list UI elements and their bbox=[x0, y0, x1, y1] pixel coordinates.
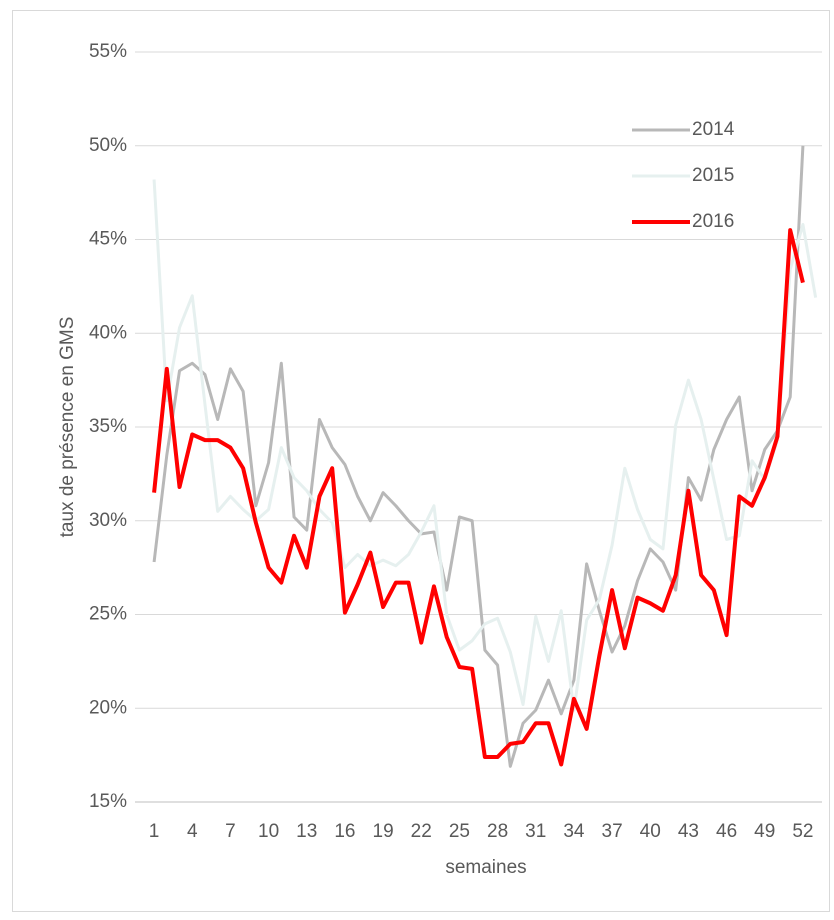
y-tick-label: 30% bbox=[89, 510, 127, 531]
x-tick-label: 22 bbox=[411, 821, 432, 842]
x-tick-label: 28 bbox=[487, 821, 508, 842]
y-tick-label: 55% bbox=[89, 41, 127, 62]
x-tick-label: 37 bbox=[602, 821, 623, 842]
chart-border bbox=[12, 10, 830, 912]
x-tick-label: 7 bbox=[225, 821, 236, 842]
y-tick-label: 45% bbox=[89, 229, 127, 250]
x-tick-label: 49 bbox=[754, 821, 775, 842]
y-tick-label: 25% bbox=[89, 604, 127, 625]
x-tick-label: 13 bbox=[296, 821, 317, 842]
y-tick-label: 40% bbox=[89, 322, 127, 343]
x-tick-label: 34 bbox=[563, 821, 585, 842]
x-tick-label: 40 bbox=[640, 821, 661, 842]
y-tick-label: 15% bbox=[89, 791, 127, 812]
x-tick-label: 1 bbox=[149, 821, 160, 842]
x-tick-label: 25 bbox=[449, 821, 470, 842]
legend-label: 2016 bbox=[692, 211, 734, 232]
series-line bbox=[152, 228, 805, 767]
y-tick-label: 20% bbox=[89, 697, 127, 718]
x-tick-label: 19 bbox=[373, 821, 394, 842]
x-tick-label: 16 bbox=[334, 821, 355, 842]
x-tick-label: 10 bbox=[258, 821, 279, 842]
series-line bbox=[152, 145, 805, 768]
y-tick-label: 50% bbox=[89, 135, 127, 156]
series-line bbox=[152, 179, 818, 712]
x-tick-label: 43 bbox=[678, 821, 699, 842]
x-tick-label: 4 bbox=[187, 821, 198, 842]
x-axis-title: semaines bbox=[445, 857, 526, 878]
x-tick-label: 46 bbox=[716, 821, 737, 842]
x-tick-label: 52 bbox=[792, 821, 813, 842]
y-tick-label: 35% bbox=[89, 416, 127, 437]
legend-label: 2015 bbox=[692, 165, 734, 186]
legend-label: 2014 bbox=[692, 119, 735, 140]
y-axis-title: taux de présence en GMS bbox=[57, 317, 78, 538]
x-tick-label: 31 bbox=[525, 821, 546, 842]
